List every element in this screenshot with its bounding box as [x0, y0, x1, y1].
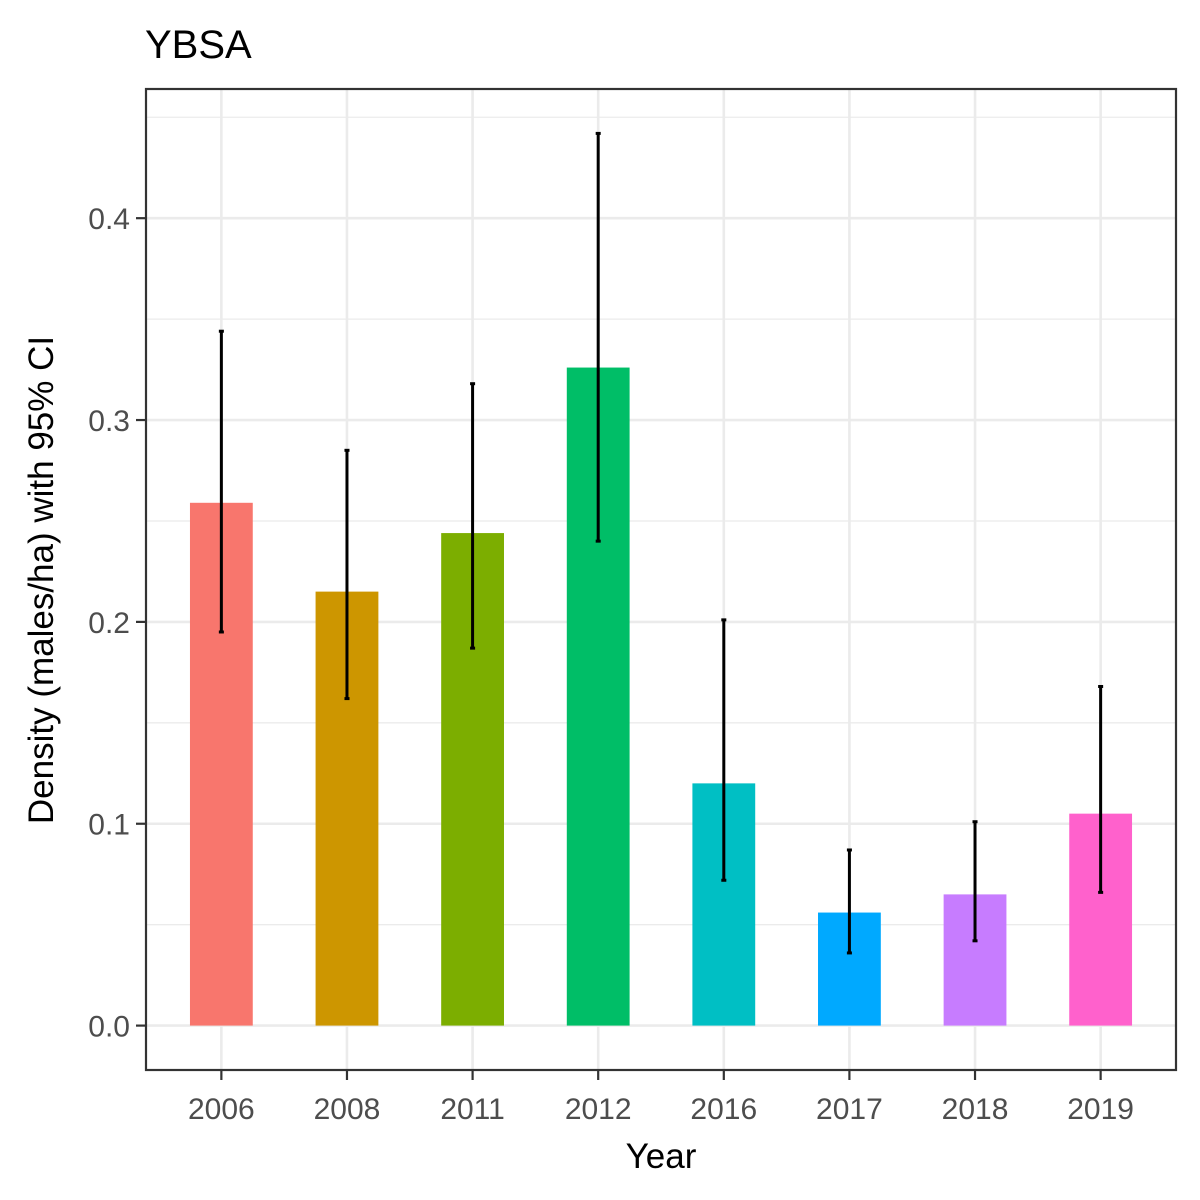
x-tick-label: 2019: [1067, 1093, 1134, 1126]
x-axis-title: Year: [626, 1137, 697, 1176]
plot-panel: [144, 87, 1178, 1072]
y-axis: 0.0 0.1 0.2 0.3 0.4: [88, 203, 146, 1044]
y-tick-label: 0.1: [88, 809, 130, 842]
x-tick-label: 2011: [440, 1093, 505, 1126]
error-bar-2017: [846, 848, 852, 955]
error-bar-2019: [1098, 684, 1104, 894]
y-tick-label: 0.2: [88, 607, 130, 640]
error-bar-2011: [470, 382, 476, 650]
error-bar-2008: [344, 448, 350, 701]
error-bar-2018: [972, 820, 978, 943]
y-axis-title: Density (males/ha) with 95% CI: [22, 336, 61, 824]
y-tick-label: 0.3: [88, 405, 130, 438]
x-tick-label: 2016: [690, 1093, 757, 1126]
error-bar-2006: [218, 329, 224, 634]
x-tick-label: 2017: [816, 1093, 883, 1126]
error-bar-2016: [721, 618, 727, 882]
y-tick-label: 0.0: [88, 1011, 130, 1044]
x-axis: 2006 2008 2011 2012 2016 2017 2018 2019: [188, 1070, 1134, 1126]
y-tick-label: 0.4: [88, 203, 130, 236]
bars: [189, 367, 1133, 1026]
x-tick-label: 2006: [188, 1093, 255, 1126]
grid-lines: [146, 89, 1176, 1070]
chart-title: YBSA: [145, 23, 252, 67]
error-bars: [218, 131, 1104, 955]
x-tick-label: 2012: [565, 1093, 632, 1126]
x-tick-label: 2008: [314, 1093, 381, 1126]
x-tick-label: 2018: [942, 1093, 1009, 1126]
panel-border: [144, 87, 1178, 1072]
error-bar-2012: [595, 131, 601, 543]
